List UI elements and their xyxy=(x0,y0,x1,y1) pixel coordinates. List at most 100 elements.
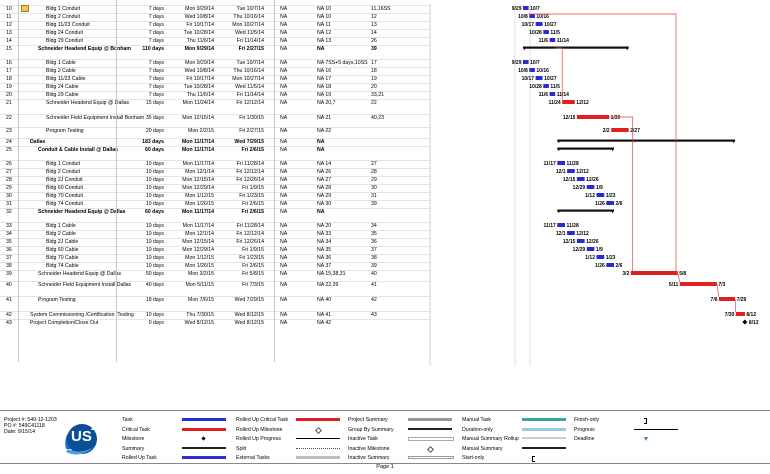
row-divider xyxy=(0,270,430,271)
cell-id: 16 xyxy=(6,60,12,66)
cell-cons: NA xyxy=(280,177,288,183)
cell-dur: 7 days xyxy=(148,14,164,20)
legend-symbol-thin-black xyxy=(634,428,678,430)
cell-pred: NA 11 xyxy=(317,22,331,28)
cell-finish: Wed 7/29/15 xyxy=(234,139,264,145)
cell-succ: 40 xyxy=(371,271,377,277)
cell-finish: Fri 12/26/14 xyxy=(236,239,264,245)
cell-id: 12 xyxy=(6,22,12,28)
cell-id: 31 xyxy=(6,201,12,207)
task-task-bar xyxy=(523,6,529,10)
critical-link-line xyxy=(677,272,681,283)
legend-label: Progress xyxy=(574,426,595,433)
row-divider xyxy=(0,238,430,239)
row-divider xyxy=(0,319,430,320)
legend-label: Start-only xyxy=(462,455,485,461)
cell-name: System Commissioning /Certification /Tes… xyxy=(30,312,134,318)
cell-finish: Fri 11/14/14 xyxy=(236,92,264,98)
cell-id: 18 xyxy=(6,76,12,82)
cell-name: Schneider Field Equipment Install Dallas xyxy=(38,282,132,288)
cell-finish: Fri 1/9/15 xyxy=(242,185,264,191)
cell-succ: 13 xyxy=(371,22,377,28)
cell-dur: 183 days xyxy=(142,139,164,145)
cell-pred: NA xyxy=(317,209,325,215)
cell-start: Thu 7/30/15 xyxy=(186,312,214,318)
legend-label: Inactive Summary xyxy=(348,455,390,461)
cell-dur: 110 days xyxy=(142,46,164,52)
summary-bar xyxy=(557,139,736,142)
cell-cons: NA xyxy=(280,100,288,106)
legend-symbol-bar-teal xyxy=(522,418,566,421)
cell-name: Bldg 2 Cable xyxy=(46,68,76,74)
cell-cons: NA xyxy=(280,312,288,318)
cell-name: Project Completion/Close Out xyxy=(30,320,99,326)
task-task-bar xyxy=(586,185,595,189)
legend-symbol-bar-red xyxy=(182,427,226,431)
cell-finish: Fri 1/23/15 xyxy=(239,255,264,261)
finish-date-label: 1/23 xyxy=(606,255,616,261)
legend-symbol-summary xyxy=(408,427,452,430)
cell-name: Dallas xyxy=(30,139,46,145)
start-date-label: 2/2 xyxy=(603,128,610,134)
legend-label: Rolled Up Milestone xyxy=(236,426,283,433)
finish-date-label: 2/6 xyxy=(616,263,623,269)
cell-start: Mon 1/12/15 xyxy=(185,255,214,261)
cell-finish: Thu 10/16/14 xyxy=(233,68,264,74)
cell-name: Bldg 70 Conduit xyxy=(46,193,83,199)
row-divider xyxy=(0,29,430,30)
row-divider xyxy=(0,67,430,68)
project-info: Project #: 549-12-1203 PO #: 549C41118 D… xyxy=(4,417,57,435)
cell-dur: 20 days xyxy=(145,128,164,134)
cell-start: Mon 12/15/14 xyxy=(182,239,214,245)
cell-cons: NA xyxy=(280,139,288,145)
cell-name: Bldg 2 Conduit xyxy=(46,169,81,175)
cell-finish: Fri 5/8/15 xyxy=(242,271,264,277)
row-divider xyxy=(0,208,430,209)
cell-name: Conduit & Cable Install @ Dallas xyxy=(38,147,119,153)
cell-cons: NA xyxy=(280,239,288,245)
cell-pred: NA 21 xyxy=(317,115,332,121)
start-date-label: 11/6 xyxy=(539,38,549,44)
legend-symbol-diamond xyxy=(201,436,206,441)
finish-date-label: 1/23 xyxy=(606,193,616,199)
cell-succ: 19 xyxy=(371,76,377,82)
row-divider xyxy=(0,230,430,231)
cell-pred: NA 26 xyxy=(317,169,332,175)
legend-symbol-bar-lightblue xyxy=(522,427,566,431)
legend-label: Finish-only xyxy=(574,417,600,423)
cell-cons: NA xyxy=(280,14,288,20)
cell-dur: 40 days xyxy=(145,282,164,288)
column-divider xyxy=(18,0,19,362)
cell-cons: NA xyxy=(280,223,288,229)
legend-symbol-bar-grey-summary xyxy=(408,418,452,421)
summary-cap-left xyxy=(523,46,526,51)
cell-pred: NA xyxy=(317,46,325,52)
cell-pred: NA 22 xyxy=(317,128,332,134)
cell-succ: 26 xyxy=(371,38,377,44)
cell-start: Mon 12/15/14 xyxy=(182,177,214,183)
finish-date-label: 8/12 xyxy=(746,312,756,318)
finish-date-label: 11/5 xyxy=(550,30,560,36)
cell-name: Schneider Headend Equip @ Dallas xyxy=(46,100,130,106)
cell-dur: 15 days xyxy=(145,100,164,106)
start-date-label: 11/6 xyxy=(539,92,549,98)
cell-pred: NA 30 xyxy=(317,201,332,207)
legend-symbol-diamond-open xyxy=(426,445,435,453)
critical-link-line xyxy=(716,283,720,298)
cell-finish: Tue 10/7/14 xyxy=(236,6,265,12)
cell-cons: NA xyxy=(280,297,288,303)
row-divider xyxy=(0,83,430,84)
cell-dur: 10 days xyxy=(145,201,164,207)
finish-date-label: 12/12 xyxy=(576,100,589,106)
cell-cons: NA xyxy=(280,169,288,175)
legend-label: Inactive Milestone xyxy=(348,445,390,452)
cell-name: Schneider Headend Equip @ Dallas xyxy=(38,271,122,277)
finish-date-label: 2/6 xyxy=(616,201,623,207)
cell-cons: NA xyxy=(280,193,288,199)
cell-dur: 10 days xyxy=(145,223,164,229)
legend-label: Manual Task xyxy=(462,417,492,423)
cell-name: Bldg 2J Cable xyxy=(46,239,79,245)
legend-label: Manual Summary xyxy=(462,445,503,452)
cell-cons: NA xyxy=(280,76,288,82)
cell-cons: NA xyxy=(280,6,288,12)
